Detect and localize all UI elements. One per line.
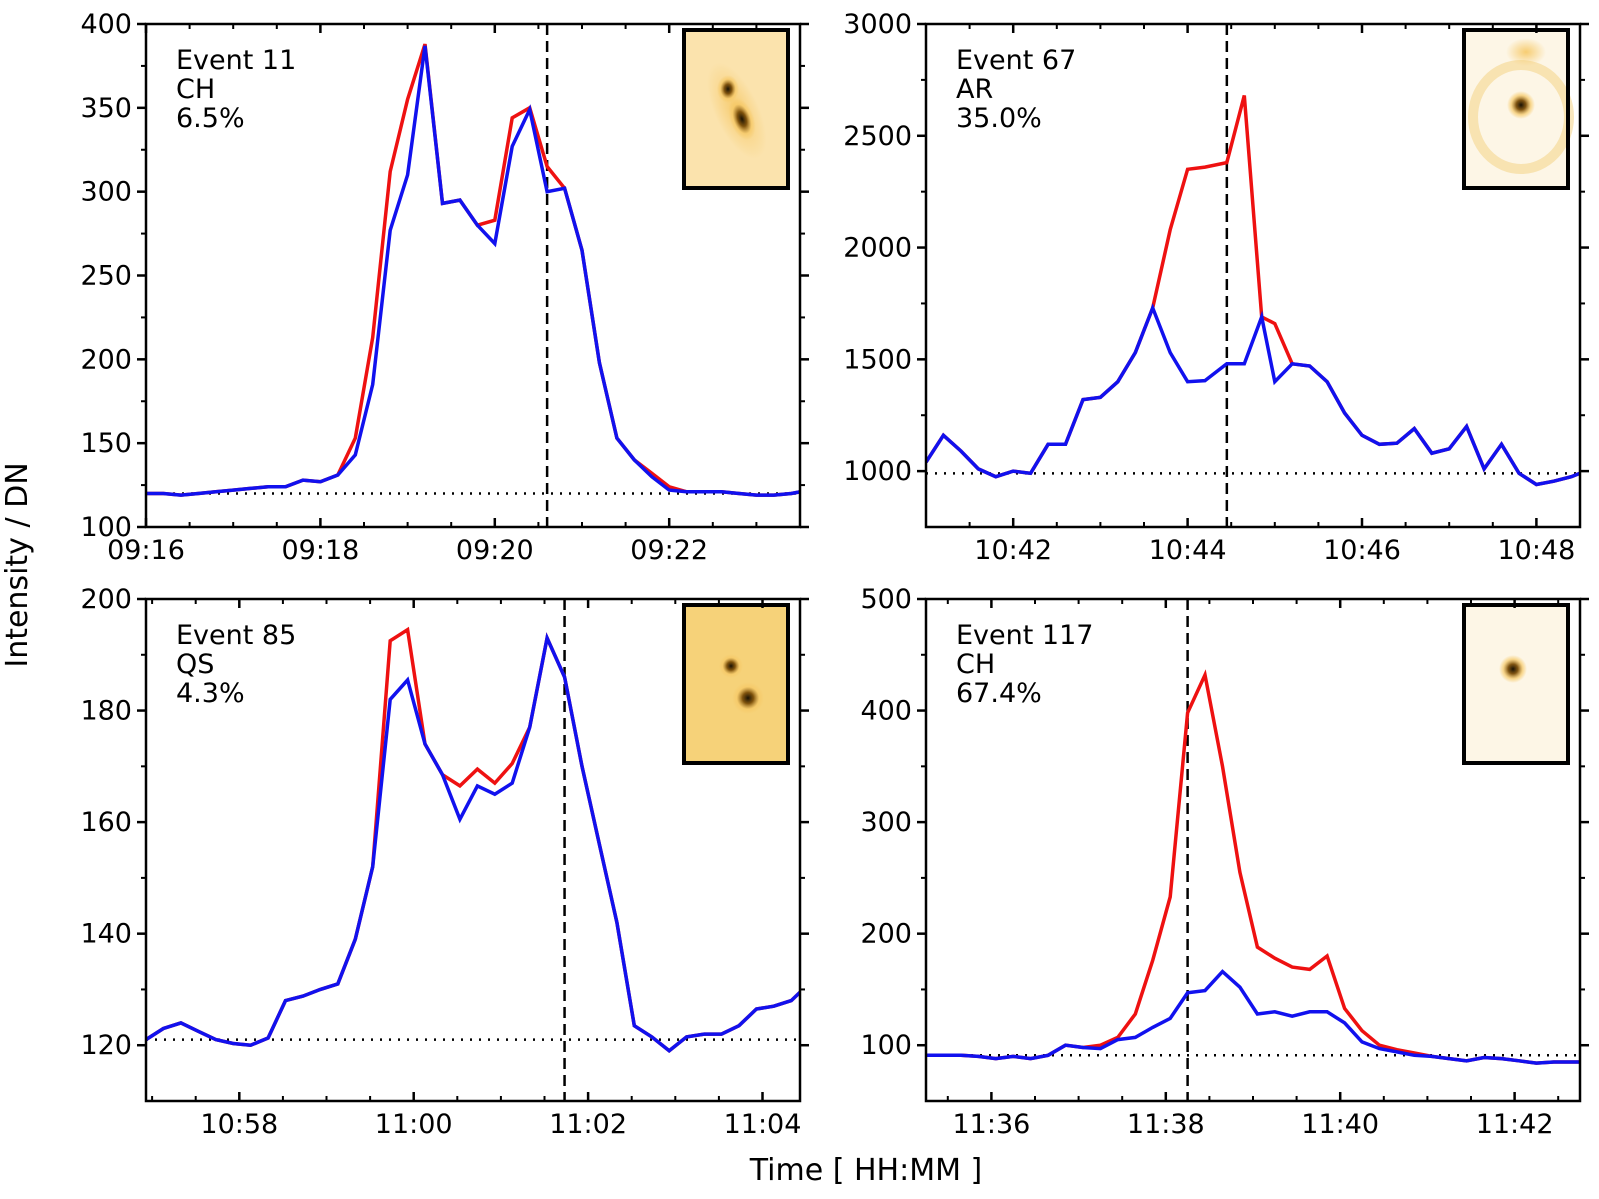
panel-annotation-line: Event 67 — [956, 45, 1076, 76]
panel-2: 10:42 10:44 10:46 10:48 1000 1500 2000 2500 3000… — [843, 9, 1589, 566]
y-tick-label: 1000 — [843, 456, 912, 487]
series-line-blue — [926, 969, 1580, 1065]
y-tick-label: 200 — [80, 344, 132, 375]
series-group — [926, 669, 1580, 1065]
y-tick-label: 250 — [80, 261, 132, 292]
y-tick-label: 200 — [80, 584, 132, 615]
x-tick-label: 09:22 — [630, 535, 708, 566]
x-tick-label: 11:42 — [1476, 1109, 1554, 1140]
axes-frame — [144, 597, 802, 1103]
x-tick-label: 10:48 — [1497, 535, 1575, 566]
x-tick-label: 09:18 — [281, 535, 359, 566]
panel-annotation-line: Event 117 — [956, 620, 1093, 651]
panel-annotation-line: Event 11 — [176, 45, 296, 76]
inset-faint-blob — [1506, 38, 1546, 66]
y-tick-label: 400 — [80, 9, 132, 40]
inset-background — [1464, 605, 1568, 763]
y-tick-label: 2500 — [843, 121, 912, 152]
y-tick-label: 120 — [80, 1030, 132, 1061]
inset-background — [684, 605, 788, 763]
panel-4: 11:36 11:38 11:40 11:42 100 200 300 400 500 Event… — [860, 584, 1589, 1140]
series-line-blue — [146, 632, 800, 1054]
axes-frame — [924, 22, 1582, 529]
panel-3: 10:58 11:00 11:02 11:04 120 140 160 180 200 Event… — [80, 584, 809, 1140]
inset-frame — [682, 28, 790, 190]
y-tick-label: 500 — [860, 584, 912, 615]
series-group — [146, 43, 800, 497]
x-tick-label: 11:36 — [952, 1109, 1030, 1140]
panels-container: 09:16 09:18 09:20 09:22 100 150 200 250 300 350 40… — [80, 9, 1589, 1140]
panel-annotation-line: 35.0% — [956, 103, 1042, 134]
inset-blob — [717, 75, 739, 103]
inset-frame — [1462, 603, 1570, 765]
inset-blob — [728, 97, 756, 141]
inset-dot — [1507, 91, 1535, 119]
panel-annotation-line: 67.4% — [956, 678, 1042, 709]
y-tick-label: 2000 — [843, 233, 912, 264]
x-tick-label: 10:44 — [1149, 535, 1227, 566]
x-tick-label: 09:20 — [456, 535, 534, 566]
panel-annotation-line: QS — [176, 649, 214, 680]
panel-annotation-line: 6.5% — [176, 103, 245, 134]
x-tick-label: 11:40 — [1301, 1109, 1379, 1140]
x-tick-label: 10:46 — [1323, 535, 1401, 566]
y-tick-label: 300 — [860, 807, 912, 838]
y-tick-label: 200 — [860, 919, 912, 950]
y-tick-label: 1500 — [843, 344, 912, 375]
y-tick-label: 100 — [80, 512, 132, 543]
x-tick-label: 11:04 — [724, 1109, 802, 1140]
panel-annotation-line: AR — [956, 74, 993, 105]
y-tick-label: 100 — [860, 1030, 912, 1061]
y-tick-label: 350 — [80, 93, 132, 124]
x-tick-label: 11:00 — [375, 1109, 453, 1140]
x-axis-title: Time [ HH:MM ] — [749, 1153, 982, 1188]
inset-blob — [719, 654, 743, 678]
y-tick-label: 160 — [80, 807, 132, 838]
inset-speckle-layer — [684, 605, 788, 763]
y-tick-label: 400 — [860, 696, 912, 727]
panel-annotation-line: Event 85 — [176, 620, 296, 651]
series-line-blue — [926, 303, 1580, 487]
x-tick-label: 10:42 — [974, 535, 1052, 566]
y-axis-title: Intensity / DN — [0, 462, 35, 667]
series-line-blue — [146, 45, 800, 497]
inset-blob — [732, 682, 764, 714]
y-tick-label: 180 — [80, 696, 132, 727]
panel-1: 09:16 09:18 09:20 09:22 100 150 200 250 300 350 40… — [80, 9, 809, 566]
series-group — [926, 95, 1580, 487]
x-tick-label: 11:02 — [549, 1109, 627, 1140]
series-group — [146, 626, 800, 1054]
y-tick-label: 3000 — [843, 9, 912, 40]
inset-dot — [1499, 655, 1527, 683]
x-tick-label: 11:38 — [1127, 1109, 1205, 1140]
panel-annotation-line: CH — [956, 649, 995, 680]
inset-frame — [1462, 28, 1570, 190]
x-tick-label: 10:58 — [200, 1109, 278, 1140]
y-tick-label: 140 — [80, 919, 132, 950]
x-tick-label: 09:16 — [107, 535, 185, 566]
y-tick-label: 150 — [80, 428, 132, 459]
y-tick-label: 300 — [80, 177, 132, 208]
inset-frame — [682, 603, 790, 765]
panel-annotation-line: CH — [176, 74, 215, 105]
panel-annotation-line: 4.3% — [176, 678, 245, 709]
